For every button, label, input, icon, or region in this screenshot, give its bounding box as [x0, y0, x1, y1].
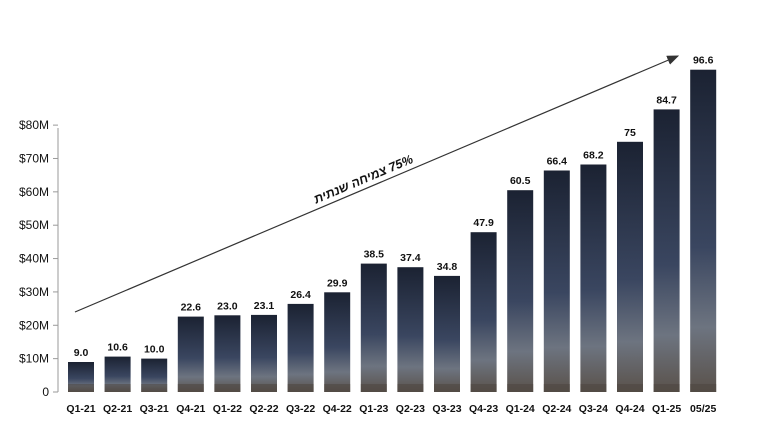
x-category-label: Q2-22 [249, 403, 278, 415]
x-category-label: Q4-24 [615, 403, 644, 415]
bar-ground-strip [617, 384, 643, 392]
x-category-label: Q4-22 [323, 403, 352, 415]
bar-ground-strip [470, 384, 497, 392]
bar-ground-strip [397, 384, 424, 392]
bar [580, 164, 607, 392]
bar-ground-strip [177, 384, 204, 392]
trend-annotation: 75% צמיחה שנתית [311, 152, 415, 207]
bar-value-label: 23.1 [254, 300, 275, 312]
y-tick-label: $60M [19, 185, 49, 199]
bar-ground-strip [507, 384, 534, 392]
bar-ground-strip [690, 384, 717, 392]
x-category-label: Q1-24 [506, 403, 535, 415]
x-category-label: Q2-24 [542, 403, 571, 415]
y-tick-label: $70M [19, 151, 49, 165]
y-axis-ticks: 0 $10M $20M $30M $40M $50M $60M $70M $80M [19, 118, 58, 399]
x-category-label: Q1-21 [66, 403, 95, 415]
y-tick-label: $10M [19, 352, 49, 366]
x-category-label: Q1-22 [213, 403, 242, 415]
bar-value-label: 34.8 [437, 261, 458, 273]
x-category-label: Q4-21 [176, 403, 205, 415]
bar-value-label: 66.4 [547, 156, 568, 168]
y-tick-label: 0 [42, 385, 49, 399]
bar-ground-strip [360, 384, 387, 392]
x-category-label: Q1-25 [652, 403, 681, 415]
y-tick-label: $20M [19, 318, 49, 332]
x-category-label: Q2-21 [103, 403, 132, 415]
bar [507, 190, 534, 392]
x-category-label: Q3-21 [140, 403, 169, 415]
bar-ground-strip [68, 384, 94, 392]
bar-ground-strip [580, 384, 607, 392]
bar [177, 316, 204, 392]
bar-value-label: 26.4 [290, 289, 311, 301]
bar [690, 69, 717, 392]
bar-ground-strip [214, 384, 241, 392]
bar-ground-strip [324, 384, 351, 392]
x-category-label: Q3-23 [432, 403, 461, 415]
bar-value-label: 96.6 [693, 55, 714, 67]
x-category-label: Q3-24 [579, 403, 608, 415]
bar [214, 315, 241, 392]
bar-value-label: 84.7 [656, 94, 677, 106]
x-category-label: 05/25 [690, 403, 716, 415]
bar [251, 314, 277, 392]
bar-value-label: 75 [624, 127, 636, 139]
trend-arrow [74, 55, 680, 313]
bar-value-label: 47.9 [473, 217, 494, 229]
bar [360, 263, 387, 392]
bar-value-label: 9.0 [74, 347, 89, 359]
bar-ground-strip [653, 384, 680, 392]
x-category-label: Q1-23 [359, 403, 388, 415]
y-tick-label: $30M [19, 285, 49, 299]
bar-value-label: 29.9 [327, 277, 348, 289]
bar-value-label: 23.0 [217, 300, 238, 312]
bar [287, 303, 314, 392]
bar [470, 232, 497, 392]
value-labels: 9.0 10.6 10.0 22.6 23.0 23.1 26.4 29.9 38.5 37.4 3… [74, 55, 714, 359]
bar-ground-strip [287, 384, 314, 392]
x-category-label: Q2-23 [396, 403, 425, 415]
y-tick-label: $50M [19, 218, 49, 232]
bar-ground-strip [104, 384, 131, 392]
category-labels: Q1-21 Q2-21 Q3-21 Q4-21 Q1-22 Q2-22 Q3-22 Q4-22… [66, 403, 716, 415]
x-category-label: Q4-23 [469, 403, 498, 415]
bar [324, 292, 351, 392]
bar-ground-strip [141, 384, 168, 392]
bar [434, 275, 460, 392]
y-tick-label: $40M [19, 252, 49, 266]
bar [397, 267, 424, 392]
bar-value-label: 37.4 [400, 252, 421, 264]
bar [617, 141, 643, 392]
bar [543, 170, 570, 392]
bar-ground-strip [251, 384, 277, 392]
bar-value-label: 38.5 [364, 249, 385, 261]
x-category-label: Q3-22 [286, 403, 315, 415]
bar [653, 109, 680, 393]
bar-ground-strip [434, 384, 460, 392]
y-tick-label: $80M [19, 118, 49, 132]
bar-value-label: 10.0 [144, 344, 165, 356]
bar-ground-strip [543, 384, 570, 392]
bar-value-label: 10.6 [107, 342, 128, 354]
bars-layer [68, 69, 717, 393]
bar-value-label: 60.5 [510, 175, 531, 187]
bar-value-label: 22.6 [181, 302, 202, 314]
bar-value-label: 68.2 [583, 150, 604, 162]
